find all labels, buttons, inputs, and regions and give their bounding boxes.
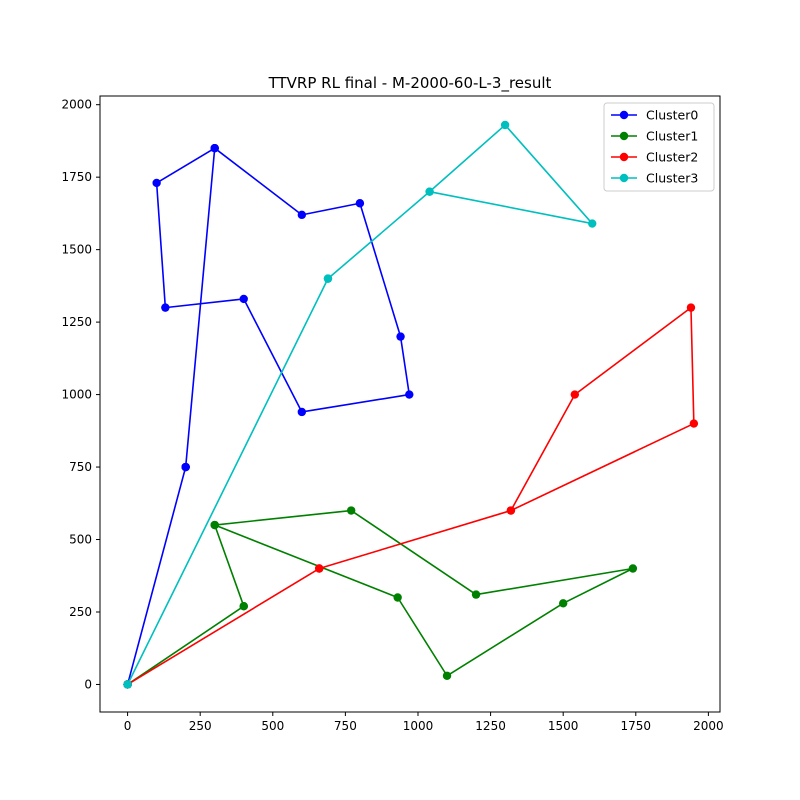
data-point-cluster1 [442,671,452,680]
series-line-cluster3 [126,124,594,685]
data-point-cluster0 [161,303,170,312]
axes: 0 250 500 750 1000 1250 1500 1750 2000 0 250 500 750… [61,95,724,733]
legend-marker-cluster0 [619,110,629,120]
data-point-cluster2 [506,506,516,515]
x-tick-label: 2000 [693,719,724,733]
legend-label-cluster3: Cluster3 [646,171,698,186]
legend-label-cluster1: Cluster1 [646,129,698,144]
y-tick-label: 1000 [61,388,92,402]
data-point-cluster3 [123,680,132,689]
data-point-cluster0 [396,332,405,341]
data-point-cluster0 [152,178,161,188]
x-tick-label: 250 [189,719,212,733]
y-tick-label: 1500 [61,243,92,257]
data-point-cluster0 [297,407,307,417]
legend-marker-cluster3 [619,173,629,183]
legend-box [603,102,715,192]
y-tick-label: 1250 [61,315,92,329]
data-point-cluster0 [405,390,414,399]
data-point-cluster1 [393,593,402,602]
data-point-cluster1 [239,601,248,611]
legend-marker-cluster1 [619,131,629,141]
y-tick-label: 0 [84,677,92,691]
y-tick-label: 1750 [61,170,92,184]
y-tick-label: 750 [69,460,92,474]
plot-area [123,120,699,689]
y-tick-label: 500 [69,533,92,547]
chart-title: TTVRP RL final - M-2000-60-L-3_result [268,74,552,93]
x-tick-label: 1750 [621,719,652,733]
x-tick-label: 1000 [403,719,434,733]
x-tick-label: 0 [124,719,132,733]
x-tick-label: 1500 [548,719,579,733]
x-tick-label: 750 [334,719,357,733]
data-point-cluster3 [323,274,333,283]
data-point-cluster2 [686,303,696,312]
data-point-cluster3 [425,187,434,196]
data-point-cluster1 [558,599,568,608]
data-point-cluster0 [355,199,365,208]
data-point-cluster1 [210,520,219,530]
axes-frame [99,95,721,713]
data-point-cluster2 [315,564,324,573]
legend-marker-cluster2 [619,152,629,162]
y-tick-label: 250 [69,605,92,619]
legend: Cluster0 Cluster1 Cluster2 Cluster3 [603,102,715,192]
x-tick-label: 500 [261,719,284,733]
legend-label-cluster2: Cluster2 [646,150,698,165]
y-tick-label: 2000 [61,98,92,112]
legend-label-cluster0: Cluster0 [646,108,698,123]
data-point-cluster1 [346,506,356,515]
data-point-cluster1 [471,590,481,599]
data-point-cluster1 [628,564,638,573]
series-line-cluster0 [126,147,411,686]
data-point-cluster0 [239,294,248,304]
data-point-cluster0 [297,210,307,220]
x-tick-label: 1250 [475,719,506,733]
data-point-cluster2 [689,419,699,428]
data-point-cluster3 [500,120,510,130]
data-point-cluster2 [570,390,580,399]
series-line-cluster1 [127,509,634,686]
data-point-cluster0 [181,462,190,472]
data-point-cluster0 [210,143,219,153]
data-point-cluster3 [588,219,597,228]
